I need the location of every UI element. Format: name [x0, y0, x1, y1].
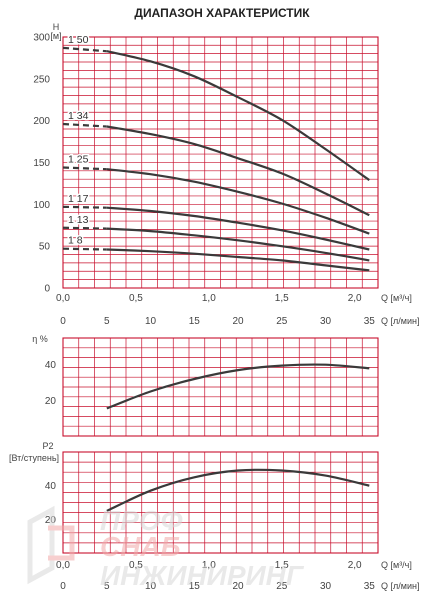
y-axis-label-efficiency: η % — [32, 334, 48, 344]
curve-lead-dashed — [62, 247, 107, 251]
x-tick-lmin: 15 — [189, 581, 201, 592]
y-tick-head: 150 — [33, 158, 50, 169]
curve-label: 1 13 — [68, 214, 89, 226]
x-axis-label-m3h: Q [м³/ч] — [381, 560, 412, 570]
x-tick-m3h: 1,5 — [275, 560, 289, 571]
x-tick-m3h: 0,5 — [129, 293, 143, 304]
y-tick-head: 300 — [33, 33, 50, 44]
curve-label: 1 34 — [68, 110, 89, 122]
logo-mark — [27, 505, 55, 585]
x-tick-m3h: 1,0 — [202, 293, 216, 304]
y-axis-label-head: H — [53, 22, 60, 32]
chart-title: ДИАПАЗОН ХАРАКТЕРИСТИК — [134, 6, 310, 20]
efficiency-curve — [106, 363, 370, 410]
logo-word-2: СНАБ — [100, 531, 181, 562]
x-axis-label-lmin: Q [л/мин] — [381, 581, 419, 591]
y-axis-unit-head: [м] — [50, 31, 61, 41]
y-tick-head: 50 — [39, 242, 51, 253]
curve-lead-dashed — [62, 166, 107, 171]
x-tick-lmin: 25 — [276, 581, 288, 592]
head-curve-1-8 — [106, 248, 370, 272]
x-tick-m3h: 0,5 — [129, 560, 143, 571]
curve-label: 1 25 — [68, 154, 89, 166]
x-tick-m3h: 1,5 — [275, 293, 289, 304]
x-tick-lmin: 5 — [104, 581, 110, 592]
logo-word-3: ИНЖИНИРИНГ — [100, 560, 305, 591]
y-tick-power: 40 — [45, 481, 57, 492]
head-curve-1-13 — [106, 227, 370, 262]
efficiency-curve-panel: 20 40 η % — [32, 334, 379, 437]
curve-label: 1 50 — [68, 34, 89, 46]
logo-word-1: ПРОФ — [100, 505, 183, 536]
x-tick-lmin: 35 — [364, 316, 376, 327]
x-axis-label-m3h: Q [м³/ч] — [381, 293, 412, 303]
x-tick-lmin: 0 — [60, 316, 66, 327]
x-tick-lmin: 10 — [145, 316, 157, 327]
plot-frame — [62, 36, 379, 289]
x-tick-m3h: 2,0 — [348, 293, 362, 304]
y-tick-head: 200 — [33, 116, 50, 127]
head-curve-1-34 — [106, 125, 370, 217]
x-tick-lmin: 10 — [145, 581, 157, 592]
curve-lead-dashed — [62, 46, 107, 53]
x-tick-m3h: 2,0 — [348, 560, 362, 571]
x-tick-m3h: 1,0 — [202, 560, 216, 571]
power-curve — [106, 468, 370, 512]
plot-frame — [62, 337, 379, 437]
curve-label: 1 8 — [68, 235, 83, 247]
y-tick-efficiency: 20 — [45, 396, 57, 407]
x-tick-lmin: 0 — [60, 581, 66, 592]
x-tick-lmin: 5 — [104, 316, 110, 327]
x-tick-lmin: 25 — [276, 316, 288, 327]
x-tick-lmin: 20 — [232, 581, 244, 592]
head-curve-1-50 — [106, 50, 370, 181]
y-axis-unit-power: [Вт/ступень] — [9, 453, 59, 463]
y-tick-head: 0 — [44, 284, 50, 295]
x-tick-m3h: 0,0 — [56, 560, 70, 571]
x-axis-label-lmin: Q [л/мин] — [381, 316, 419, 326]
head-curve-1-25 — [106, 168, 370, 235]
y-tick-head: 250 — [33, 74, 50, 85]
y-axis-label-power: P2 — [42, 441, 53, 451]
y-tick-head: 100 — [33, 200, 50, 211]
x-tick-lmin: 35 — [364, 581, 376, 592]
x-tick-lmin: 20 — [232, 316, 244, 327]
curve-lead-dashed — [62, 122, 107, 128]
curve-label: 1 17 — [68, 193, 89, 205]
logo-mark-accent — [48, 525, 75, 561]
curve-lead-dashed — [62, 205, 107, 209]
x-tick-m3h: 0,0 — [56, 293, 70, 304]
plot-frame — [62, 451, 379, 554]
y-tick-efficiency: 40 — [45, 360, 57, 371]
curve-lead-dashed — [62, 226, 107, 230]
x-tick-lmin: 15 — [189, 316, 201, 327]
x-tick-lmin: 30 — [320, 581, 332, 592]
head-curve-1-17 — [106, 206, 370, 251]
x-tick-lmin: 30 — [320, 316, 332, 327]
